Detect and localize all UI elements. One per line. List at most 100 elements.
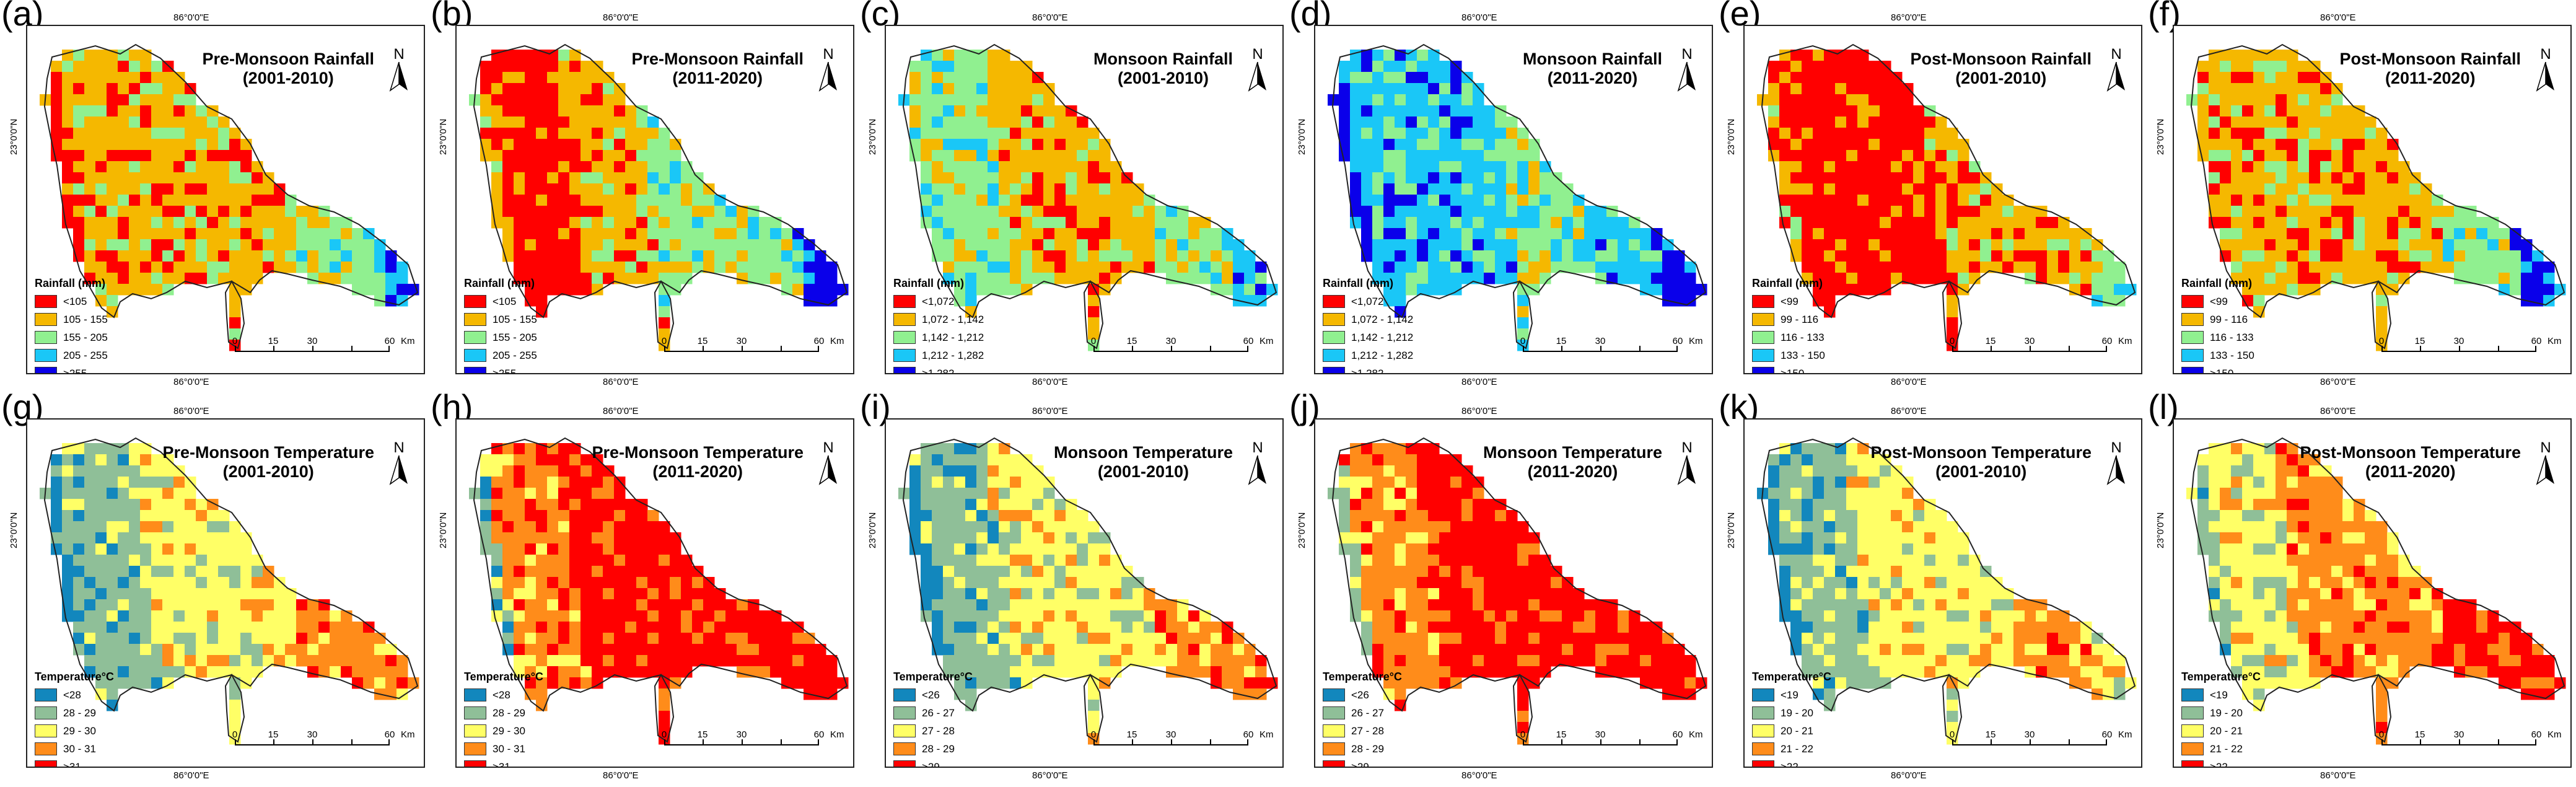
map-cell (976, 250, 988, 262)
map-cell (1768, 465, 1780, 477)
map-cell (988, 543, 999, 555)
map-cell (1383, 250, 1395, 262)
map-cell (826, 688, 838, 700)
map-cell (592, 543, 603, 555)
map-cell (185, 488, 196, 499)
map-cell (2465, 228, 2477, 240)
map-cell (84, 239, 96, 251)
map-cell (396, 688, 408, 700)
map-cell (1802, 510, 1813, 522)
map-cell (1813, 50, 1825, 61)
map-cell (1813, 543, 1825, 555)
map-cell (95, 499, 107, 511)
map-cell (954, 150, 966, 162)
map-cell (692, 566, 704, 578)
map-cell (1868, 183, 1880, 195)
map-cell (151, 72, 163, 84)
map-cell (921, 61, 932, 73)
map-cell (1802, 83, 1813, 95)
map-cell (1790, 61, 1802, 73)
map-cell (1121, 262, 1133, 273)
map-cell (318, 250, 330, 262)
map-cell (999, 284, 1010, 296)
map-cell (1417, 677, 1429, 689)
map-cell (1473, 644, 1484, 656)
map-cell (62, 454, 74, 466)
map-cell (502, 50, 514, 61)
map-cell (932, 577, 944, 589)
map-cell (1802, 465, 1813, 477)
map-cell (162, 228, 174, 240)
map-cell (385, 677, 397, 689)
legend-swatch (35, 331, 57, 344)
map-cell (2253, 172, 2265, 184)
map-cell (988, 217, 999, 229)
map-cell (1857, 239, 1869, 251)
map-cell (1517, 328, 1529, 340)
map-cell (603, 666, 615, 678)
map-cell (1924, 139, 1936, 151)
map-cell (1450, 161, 1462, 173)
map-cell (1372, 117, 1384, 128)
map-cell (118, 284, 129, 296)
map-cell (1540, 588, 1551, 600)
map-cell (1473, 655, 1484, 667)
map-cell (2231, 50, 2243, 61)
map-cell (592, 61, 603, 73)
map-cell (118, 262, 129, 273)
basin-boundary-tail (654, 673, 675, 743)
map-cell (1350, 172, 1362, 184)
map-cell (1857, 477, 1869, 488)
map-cell (1857, 532, 1869, 544)
map-cell (1802, 566, 1813, 578)
map-cell (1417, 666, 1429, 678)
map-cell (1088, 722, 1100, 734)
map-cell (84, 217, 96, 229)
map-cell (2231, 183, 2243, 195)
map-cell (1495, 599, 1507, 611)
map-cell (826, 666, 838, 678)
map-cell (396, 262, 408, 273)
map-cell (1913, 555, 1925, 566)
map-cell (207, 510, 219, 522)
map-cell (1406, 72, 1417, 84)
map-cell (1461, 521, 1473, 533)
map-cell (1043, 577, 1055, 589)
map-cell (173, 655, 185, 667)
map-cell (173, 217, 185, 229)
map-cell (659, 577, 670, 589)
map-frame: Monsoon Temperature (2001-2010) N Temper… (885, 418, 1284, 768)
map-cell (1835, 477, 1847, 488)
map-cell (2264, 117, 2276, 128)
map-cell (51, 83, 63, 95)
map-cell (804, 284, 815, 296)
map-cell (714, 250, 726, 262)
map-cell (1406, 250, 1417, 262)
map-cell (988, 655, 999, 667)
map-cell (173, 499, 185, 511)
map-cell (976, 217, 988, 229)
map-cell (2342, 262, 2354, 273)
map-cell (1021, 128, 1033, 139)
scale-tick (351, 739, 353, 745)
map-cell (681, 633, 693, 644)
map-cell (1188, 655, 1200, 667)
map-cell (1802, 262, 1813, 273)
map-cell (1383, 688, 1395, 700)
map-cell (73, 454, 85, 466)
map-cell (1880, 172, 1891, 184)
map-cell (815, 284, 826, 296)
map-cell (826, 273, 838, 284)
map-cell (1088, 295, 1100, 307)
map-cell (2420, 183, 2432, 195)
map-cell (1947, 206, 1958, 218)
map-cell (636, 117, 648, 128)
map-cell (647, 139, 659, 151)
map-cell (307, 633, 319, 644)
map-cell (965, 72, 977, 84)
map-cell (647, 183, 659, 195)
map-cell (218, 543, 230, 555)
map-cell (1768, 94, 1780, 106)
map-cell (2309, 273, 2321, 284)
map-cell (229, 521, 241, 533)
